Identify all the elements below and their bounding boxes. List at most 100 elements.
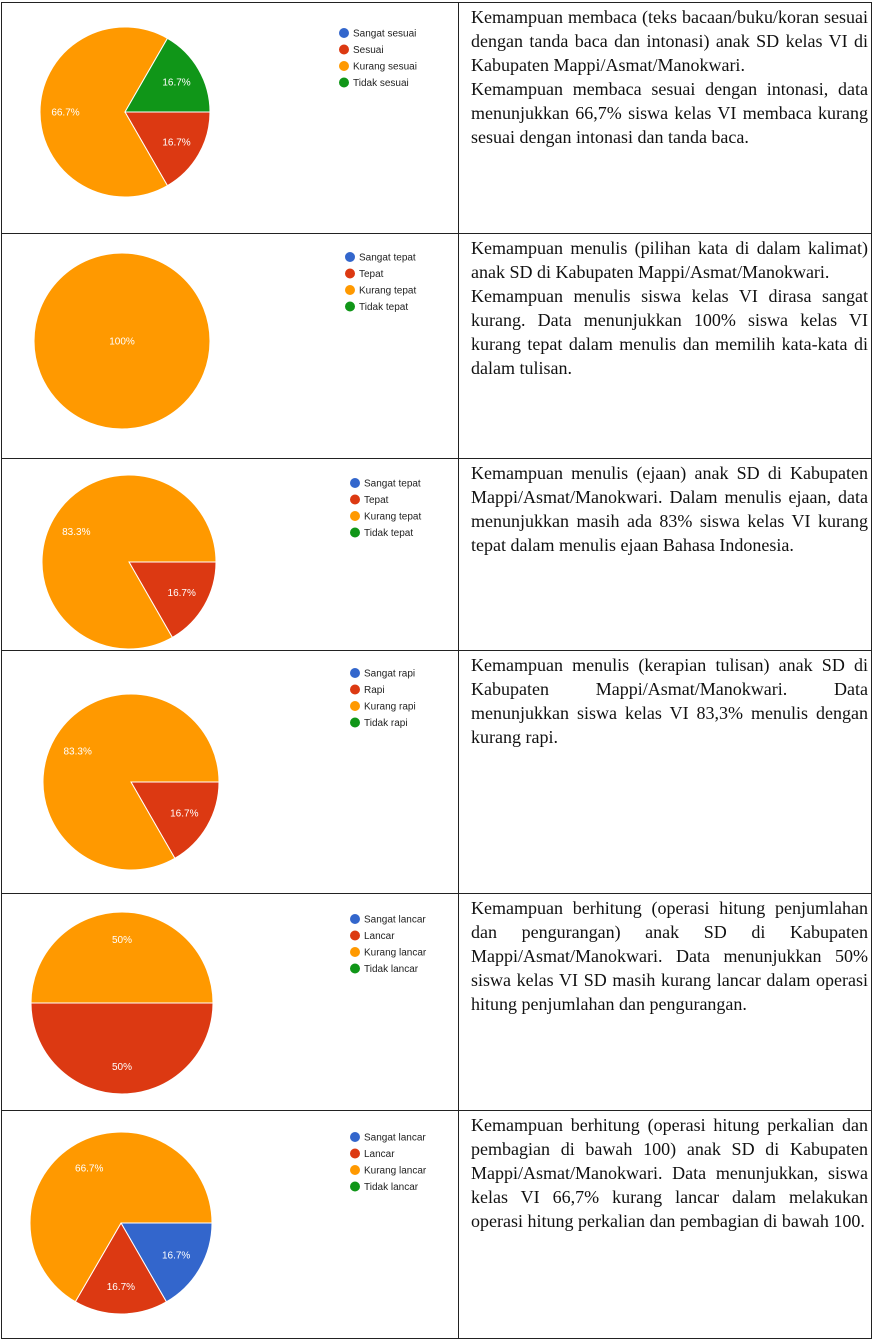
legend-dot xyxy=(350,947,360,957)
paragraph: Kemampuan berhitung (operasi hitung perk… xyxy=(471,1115,868,1231)
pie-slice xyxy=(120,1222,213,1303)
paragraph: Kemampuan membaca sesuai dengan intonasi… xyxy=(471,79,868,147)
legend-label: Kurang tepat xyxy=(364,512,421,523)
pie-chart: 16.7% 83.3% Sangat rapi Rapi Kurang rapi Tida… xyxy=(42,668,416,871)
table-row: 16.7% 83.3% Sangat tepat Tepat Kurang tepat T… xyxy=(1,458,872,650)
legend-dot xyxy=(350,701,360,711)
text-cell: Kemampuan menulis (pilihan kata di dalam… xyxy=(460,234,871,458)
pie-slice xyxy=(41,474,217,650)
legend-dot xyxy=(339,61,349,71)
legend-dot xyxy=(350,1165,360,1175)
legend-dot xyxy=(350,478,360,488)
legend-dot xyxy=(350,527,360,538)
pie-slice xyxy=(128,561,217,639)
pie-chart: 16.7% 16.7% 66.7% Sangat lancar Lancar Kurang… xyxy=(29,1131,427,1315)
paragraph: Kemampuan menulis (ejaan) anak SD di Kab… xyxy=(471,463,868,555)
slice-label: 83.3% xyxy=(64,747,92,758)
pie-slice xyxy=(124,37,211,113)
slice-label: 16.7% xyxy=(168,588,196,599)
legend-dot xyxy=(350,668,360,678)
table-row: 16.7% 16.7% 66.7% Sangat lancar Lancar Kurang… xyxy=(1,1110,872,1339)
chart-cell: 16.7% 83.3% Sangat tepat Tepat Kurang tepat T… xyxy=(2,459,459,650)
paragraph: Kemampuan menulis (kerapian tulisan) ana… xyxy=(471,655,868,747)
legend-label: Sangat tepat xyxy=(359,253,416,264)
legend-dot xyxy=(345,301,355,312)
text-cell: Kemampuan berhitung (operasi hitung penj… xyxy=(460,894,871,1110)
table-row: 16.7% 66.7% 16.7% Sangat sesuai Sesuai Kurang… xyxy=(1,2,872,233)
legend-label: Tidak tepat xyxy=(364,528,413,539)
legend-dot xyxy=(339,77,349,88)
pie-slice xyxy=(42,693,220,871)
slice-label: 50% xyxy=(112,1062,132,1073)
slice-label: 83.3% xyxy=(62,527,90,538)
legend-dot xyxy=(345,285,355,295)
pie-chart: 100% Sangat tepat Tepat Kurang tepat Tidak t… xyxy=(33,252,416,430)
table-row: 50% 50% Sangat lancar Lancar Kurang lancar Ti… xyxy=(1,893,872,1110)
text-cell: Kemampuan menulis (kerapian tulisan) ana… xyxy=(460,651,871,893)
pie-chart: 50% 50% Sangat lancar Lancar Kurang lancar Ti… xyxy=(30,911,427,1095)
legend-label: Kurang tepat xyxy=(359,286,416,297)
chart-cell: 16.7% 16.7% 66.7% Sangat lancar Lancar Kurang… xyxy=(2,1111,459,1338)
paragraph: Kemampuan menulis (pilihan kata di dalam… xyxy=(471,238,868,282)
table-row: 16.7% 83.3% Sangat rapi Rapi Kurang rapi Tida… xyxy=(1,650,872,893)
pie-slice xyxy=(33,252,211,430)
chart-cell: 100% Sangat tepat Tepat Kurang tepat Tidak t… xyxy=(2,234,459,458)
legend-label: Kurang lancar xyxy=(364,948,427,959)
legend-label: Tepat xyxy=(359,269,384,280)
chart-cell: 50% 50% Sangat lancar Lancar Kurang lancar Ti… xyxy=(2,894,459,1110)
legend-label: Rapi xyxy=(364,685,385,696)
legend-label: Tidak tepat xyxy=(359,302,408,313)
slice-label: 100% xyxy=(109,337,135,348)
pie-slice xyxy=(29,1131,213,1303)
text-cell: Kemampuan membaca (teks bacaan/buku/kora… xyxy=(460,3,871,233)
legend-dot xyxy=(350,963,360,974)
legend-label: Lancar xyxy=(364,1149,395,1160)
legend-label: Sangat lancar xyxy=(364,915,426,926)
slice-label: 16.7% xyxy=(162,137,190,148)
legend-label: Tepat xyxy=(364,495,389,506)
slice-label: 16.7% xyxy=(162,1250,190,1261)
slice-label: 16.7% xyxy=(170,808,198,819)
pie-slice xyxy=(74,1222,168,1315)
legend-label: Kurang sesuai xyxy=(353,62,417,73)
legend-label: Tidak rapi xyxy=(364,718,408,729)
slice-label: 16.7% xyxy=(162,78,190,89)
paragraph: Kemampuan menulis siswa kelas VI dirasa … xyxy=(471,286,868,378)
legend-dot xyxy=(350,914,360,924)
legend-dot xyxy=(350,717,360,728)
legend-dot xyxy=(339,44,349,55)
legend-dot xyxy=(350,494,360,505)
legend-dot xyxy=(350,1181,360,1192)
slice-label: 16.7% xyxy=(107,1282,135,1293)
legend-dot xyxy=(350,930,360,941)
legend-label: Sangat tepat xyxy=(364,479,421,490)
pie-slice xyxy=(30,1002,214,1095)
legend-dot xyxy=(350,1132,360,1142)
legend-label: Kurang rapi xyxy=(364,702,416,713)
paragraph: Kemampuan berhitung (operasi hitung penj… xyxy=(471,898,868,1014)
legend-label: Tidak lancar xyxy=(364,964,419,975)
pie-chart: 16.7% 66.7% 16.7% Sangat sesuai Sesuai Kurang… xyxy=(39,26,417,198)
legend-dot xyxy=(345,252,355,262)
legend-label: Sangat sesuai xyxy=(353,29,416,40)
legend-label: Kurang lancar xyxy=(364,1166,427,1177)
text-cell: Kemampuan menulis (ejaan) anak SD di Kab… xyxy=(460,459,871,650)
pie-slice xyxy=(39,26,169,198)
text-cell: Kemampuan berhitung (operasi hitung perk… xyxy=(460,1111,871,1338)
legend-dot xyxy=(339,28,349,38)
legend-dot xyxy=(345,268,355,279)
legend-label: Tidak sesuai xyxy=(353,78,409,89)
slice-label: 66.7% xyxy=(51,108,79,119)
legend-label: Sangat rapi xyxy=(364,669,415,680)
chart-cell: 16.7% 83.3% Sangat rapi Rapi Kurang rapi Tida… xyxy=(2,651,459,893)
chart-cell: 16.7% 66.7% 16.7% Sangat sesuai Sesuai Kurang… xyxy=(2,3,459,233)
slice-label: 50% xyxy=(112,935,132,946)
pie-slice xyxy=(124,111,211,187)
legend-label: Tidak lancar xyxy=(364,1182,419,1193)
legend-label: Sesuai xyxy=(353,45,384,56)
legend-label: Sangat lancar xyxy=(364,1133,426,1144)
paragraph: Kemampuan membaca (teks bacaan/buku/kora… xyxy=(471,7,868,75)
legend-dot xyxy=(350,511,360,521)
legend-dot xyxy=(350,1148,360,1159)
